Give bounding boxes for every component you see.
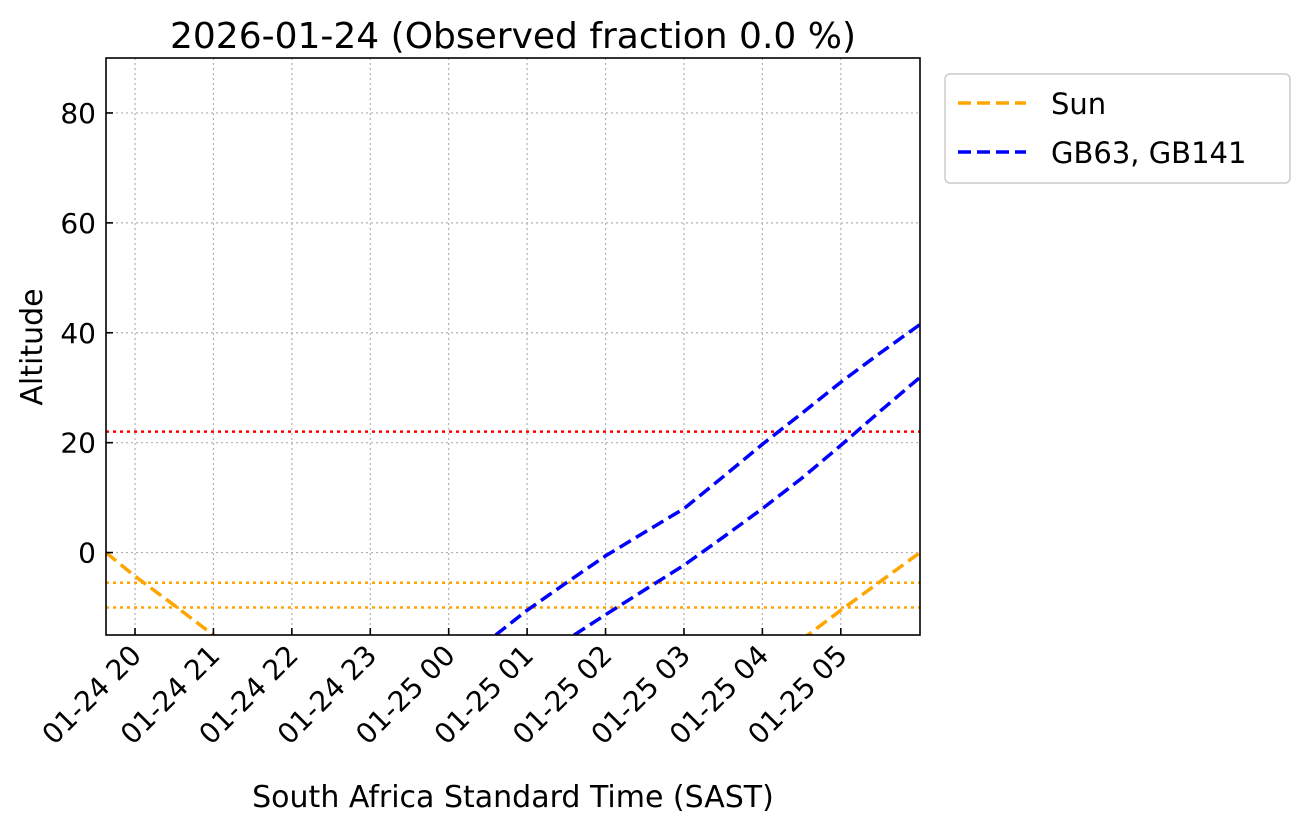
- series-line-sun: [106, 551, 217, 635]
- series-line-gb63-gb141: [571, 375, 920, 635]
- x-axis-label: South Africa Standard Time (SAST): [252, 780, 774, 815]
- grid: [106, 58, 920, 635]
- legend-label-sun: Sun: [1051, 87, 1106, 121]
- y-tick-label: 20: [60, 427, 96, 460]
- chart-title: 2026-01-24 (Observed fraction 0.0 %): [170, 16, 856, 57]
- series-line-gb63-gb141: [492, 323, 920, 635]
- y-axis-label: Altitude: [15, 288, 50, 405]
- plot-frame: [105, 57, 921, 636]
- legend-box: [944, 73, 1291, 184]
- y-tick-label: 0: [78, 537, 96, 570]
- series-line-sun: [804, 551, 920, 635]
- series-group: [106, 323, 920, 635]
- legend: Sun GB63, GB141: [944, 73, 1291, 184]
- reference-lines: [106, 430, 920, 609]
- legend-label-targets: GB63, GB141: [1051, 136, 1246, 170]
- y-tick-label: 60: [60, 207, 96, 240]
- y-tick-label: 80: [60, 97, 96, 130]
- y-tick-label: 40: [60, 317, 96, 350]
